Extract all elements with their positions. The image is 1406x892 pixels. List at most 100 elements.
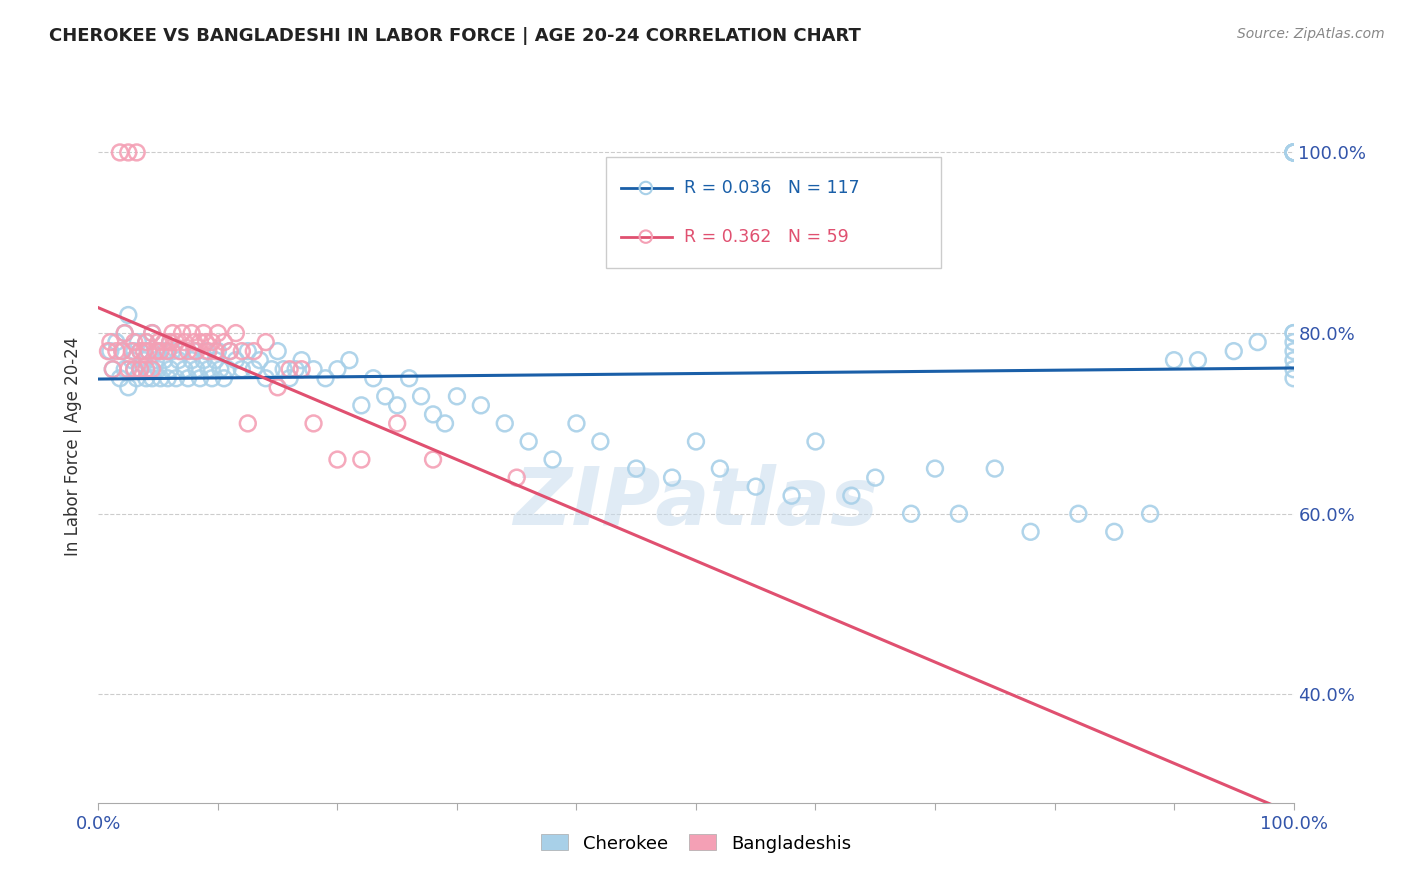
Point bbox=[97, 344, 120, 359]
Point bbox=[273, 362, 295, 376]
Point bbox=[125, 371, 148, 385]
Point bbox=[1247, 335, 1270, 350]
Point bbox=[626, 461, 648, 475]
Point bbox=[145, 353, 167, 368]
Point bbox=[132, 353, 155, 368]
Point bbox=[249, 353, 271, 368]
Point bbox=[1187, 353, 1209, 368]
Point bbox=[804, 434, 827, 449]
Point bbox=[225, 353, 247, 368]
Point bbox=[231, 344, 253, 359]
Y-axis label: In Labor Force | Age 20-24: In Labor Force | Age 20-24 bbox=[65, 336, 83, 556]
Point bbox=[1104, 524, 1126, 539]
Point bbox=[634, 332, 657, 346]
Point bbox=[135, 362, 157, 376]
Point bbox=[165, 335, 187, 350]
Point bbox=[153, 353, 176, 368]
Point bbox=[114, 362, 136, 376]
Point bbox=[326, 362, 349, 376]
Point bbox=[124, 362, 146, 376]
Point bbox=[1282, 145, 1305, 160]
Point bbox=[201, 335, 224, 350]
Point bbox=[149, 344, 172, 359]
Point bbox=[193, 326, 215, 340]
Point bbox=[209, 362, 232, 376]
Point bbox=[350, 452, 373, 467]
Point bbox=[183, 335, 205, 350]
Point bbox=[101, 362, 124, 376]
Point bbox=[141, 326, 163, 340]
Point bbox=[1067, 507, 1090, 521]
Point bbox=[924, 461, 946, 475]
Point bbox=[186, 344, 208, 359]
Point bbox=[254, 371, 277, 385]
Point bbox=[165, 371, 187, 385]
Point bbox=[422, 452, 444, 467]
Point bbox=[291, 353, 314, 368]
Point bbox=[197, 344, 219, 359]
Point bbox=[197, 362, 219, 376]
Point bbox=[195, 344, 218, 359]
Point bbox=[186, 362, 208, 376]
Point bbox=[302, 362, 325, 376]
Point bbox=[948, 507, 970, 521]
Point bbox=[434, 417, 457, 431]
Point bbox=[141, 371, 163, 385]
Point bbox=[422, 408, 444, 422]
Point bbox=[204, 344, 226, 359]
Point bbox=[1282, 362, 1305, 376]
Point bbox=[105, 335, 128, 350]
Point bbox=[1282, 353, 1305, 368]
Point bbox=[193, 353, 215, 368]
Point bbox=[984, 461, 1007, 475]
Point bbox=[149, 371, 172, 385]
Point bbox=[1282, 145, 1305, 160]
Point bbox=[589, 434, 612, 449]
Point bbox=[315, 371, 337, 385]
Point bbox=[1163, 353, 1185, 368]
Point bbox=[180, 353, 202, 368]
Point bbox=[411, 389, 433, 403]
Legend: Cherokee, Bangladeshis: Cherokee, Bangladeshis bbox=[531, 825, 860, 862]
Point bbox=[212, 335, 235, 350]
Point bbox=[1139, 507, 1161, 521]
Point bbox=[470, 398, 492, 412]
Point bbox=[685, 434, 707, 449]
Point bbox=[236, 344, 259, 359]
Point bbox=[145, 344, 167, 359]
Point bbox=[129, 362, 152, 376]
Point bbox=[156, 344, 179, 359]
Point bbox=[177, 371, 200, 385]
Point bbox=[302, 417, 325, 431]
Point bbox=[153, 335, 176, 350]
Point bbox=[900, 507, 922, 521]
Point bbox=[1282, 145, 1305, 160]
Point bbox=[127, 335, 149, 350]
Point bbox=[541, 452, 564, 467]
Point bbox=[841, 489, 863, 503]
Point bbox=[278, 371, 301, 385]
Point bbox=[1223, 344, 1246, 359]
Point bbox=[634, 270, 657, 285]
Point bbox=[121, 344, 143, 359]
Point bbox=[188, 371, 211, 385]
Point bbox=[177, 344, 200, 359]
Point bbox=[105, 344, 128, 359]
Point bbox=[865, 470, 887, 484]
Point bbox=[148, 362, 170, 376]
Point bbox=[121, 353, 143, 368]
Point bbox=[139, 362, 162, 376]
Point bbox=[98, 335, 122, 350]
Point bbox=[231, 362, 253, 376]
Point bbox=[162, 344, 184, 359]
Point bbox=[236, 417, 259, 431]
Point bbox=[141, 362, 163, 376]
Point bbox=[745, 480, 768, 494]
Text: Source: ZipAtlas.com: Source: ZipAtlas.com bbox=[1237, 27, 1385, 41]
Point bbox=[709, 461, 731, 475]
Point bbox=[117, 145, 139, 160]
Text: ZIPatlas: ZIPatlas bbox=[513, 464, 879, 542]
Point bbox=[661, 470, 683, 484]
Point bbox=[225, 326, 247, 340]
Point bbox=[108, 371, 131, 385]
